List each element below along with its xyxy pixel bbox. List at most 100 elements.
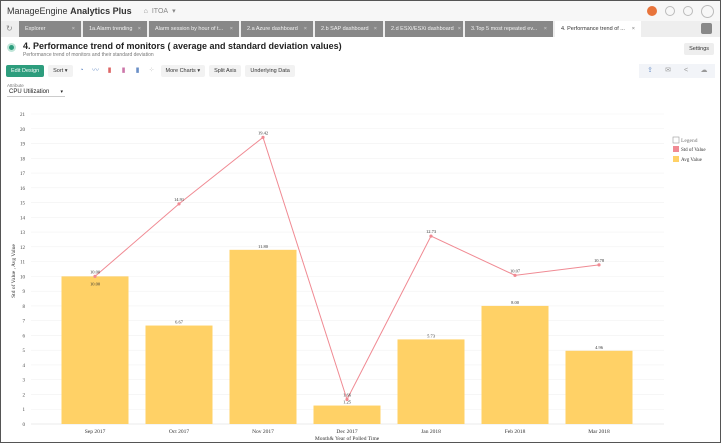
bar <box>565 350 633 424</box>
chevron-down-icon: ▾ <box>60 89 63 95</box>
y-tick-label: 19 <box>20 143 26 148</box>
line-data-label: 19.42 <box>258 130 268 135</box>
y-tick-label: 2 <box>23 393 26 398</box>
close-icon[interactable]: × <box>631 26 635 32</box>
legend-swatch <box>673 146 679 152</box>
avatar[interactable] <box>701 4 714 18</box>
export-icon[interactable]: ⇪ <box>647 67 653 74</box>
bar <box>397 339 465 424</box>
sort-button[interactable]: Sort ▾ <box>48 65 73 77</box>
settings-button[interactable]: Settings <box>684 43 714 55</box>
more-charts-button[interactable]: More Charts ▾ <box>160 65 206 77</box>
refresh-icon[interactable]: ↻ <box>6 24 13 33</box>
line-point <box>177 202 181 206</box>
legend-swatch <box>673 156 679 162</box>
close-icon[interactable]: × <box>303 26 307 32</box>
legend-item: Std of Value <box>681 148 706 153</box>
share-icon[interactable]: < <box>683 67 689 74</box>
x-tick-label: Feb 2018 <box>505 429 526 435</box>
page-subtitle: Performance trend of monitors and their … <box>23 52 154 58</box>
bar <box>481 305 549 424</box>
stacked-bar-icon[interactable]: ▮ <box>121 67 126 74</box>
y-tick-label: 10 <box>20 275 26 280</box>
tab-0[interactable]: Explorer × <box>19 21 81 37</box>
y-tick-label: 15 <box>20 202 26 207</box>
close-icon[interactable]: × <box>543 26 547 32</box>
tab-4[interactable]: 2.b SAP dashboard × <box>315 21 383 37</box>
y-tick-label: 16 <box>20 187 26 192</box>
y-tick-label: 5 <box>23 349 26 354</box>
search-icon[interactable] <box>701 23 712 34</box>
line-data-label: 12.73 <box>426 229 437 234</box>
tab-label: 4. Performance trend of ... <box>561 26 625 32</box>
close-icon[interactable]: × <box>373 26 377 32</box>
report-icon <box>7 43 16 52</box>
line-point <box>597 263 601 267</box>
tab-7[interactable]: 4. Performance trend of ... × <box>555 21 641 37</box>
bar-data-label: 4.96 <box>595 345 604 350</box>
tab-label: 2.b SAP dashboard <box>321 26 369 32</box>
chart: 012345678910111213141516171819202110.006… <box>10 113 706 442</box>
line-point <box>513 273 517 277</box>
tab-bar: ↻ Explorer × 1a.Alarm trending × Alarm sessi… <box>1 21 720 37</box>
top-bar: ManageEngine Analytics Plus ⌂ ITOA ▾ <box>1 1 720 21</box>
line-data-label: 14.91 <box>174 197 184 202</box>
edit-design-button[interactable]: Edit Design <box>6 65 45 77</box>
line-data-label: 10.78 <box>594 258 605 263</box>
logo[interactable]: ManageEngine Analytics Plus <box>7 6 132 16</box>
y-tick-label: 6 <box>23 334 26 339</box>
x-tick-label: Oct 2017 <box>169 429 190 435</box>
bar-chart-icon[interactable]: ▮ <box>107 67 112 74</box>
bar-data-label: 1.25 <box>343 400 352 405</box>
y-tick-label: 20 <box>20 128 26 133</box>
close-icon[interactable]: × <box>137 26 141 32</box>
y-tick-label: 11 <box>20 261 25 266</box>
tab-label: 3.Top 5 most repeated ev... <box>471 26 538 32</box>
y-tick-label: 7 <box>23 320 26 325</box>
pie-chart-icon[interactable]: ◔ <box>79 67 84 74</box>
split-axis-button[interactable]: Split Axis <box>209 65 242 77</box>
y-tick-label: 3 <box>23 379 26 384</box>
line-data-label: 10.07 <box>510 268 521 273</box>
line-chart-icon[interactable]: 〰 <box>92 67 100 74</box>
close-icon[interactable]: × <box>71 26 75 32</box>
chevron-down-icon: ▾ <box>172 8 176 15</box>
bar <box>145 325 213 424</box>
tab-3[interactable]: 2.a Azure dashboard × <box>241 21 313 37</box>
attribute-select[interactable]: CPU Utilization ▾ <box>7 89 65 97</box>
bar <box>229 249 297 424</box>
x-axis-title: Month& Year of Polled Time <box>315 435 380 442</box>
close-icon[interactable]: × <box>457 26 461 32</box>
underlying-data-button[interactable]: Underlying Data <box>245 65 295 77</box>
close-icon[interactable]: × <box>229 26 233 32</box>
scatter-icon[interactable]: ⁘ <box>148 67 155 74</box>
line-point <box>429 234 433 238</box>
page-title: 4. Performance trend of monitors ( avera… <box>23 41 342 51</box>
legend-title: Legend <box>681 138 698 144</box>
tab-6[interactable]: 3.Top 5 most repeated ev... × <box>465 21 553 37</box>
notification-icon[interactable] <box>647 6 657 16</box>
tab-2[interactable]: Alarm session by hour of t... × <box>149 21 239 37</box>
bar-data-label: 8.00 <box>511 300 520 305</box>
bar-data-label: 5.73 <box>427 333 436 338</box>
y-tick-label: 12 <box>20 246 26 251</box>
filter-label: Attribute <box>7 83 24 88</box>
combo-chart-icon[interactable]: ▮ <box>135 67 140 74</box>
y-tick-label: 14 <box>20 216 26 221</box>
tab-5[interactable]: 2.d ESXi/ESXi dashboard × <box>385 21 463 37</box>
workspace-selector[interactable]: ⌂ ITOA ▾ <box>143 7 176 16</box>
bar-data-label: 6.67 <box>175 320 184 325</box>
email-icon[interactable]: ✉ <box>665 67 671 74</box>
x-tick-label: Jan 2018 <box>421 429 441 435</box>
help-icon[interactable] <box>683 6 693 16</box>
tab-1[interactable]: 1a.Alarm trending × <box>83 21 147 37</box>
tab-label: Explorer <box>25 26 46 32</box>
bar-data-label: 11.80 <box>258 244 269 249</box>
publish-icon[interactable]: ☁ <box>700 67 708 74</box>
gear-icon[interactable] <box>665 6 675 16</box>
y-tick-label: 17 <box>20 172 26 177</box>
bar-data-label: 10.00 <box>90 281 101 286</box>
y-tick-label: 1 <box>23 408 26 413</box>
home-icon: ⌂ <box>143 7 148 15</box>
legend-checkbox <box>672 136 680 144</box>
